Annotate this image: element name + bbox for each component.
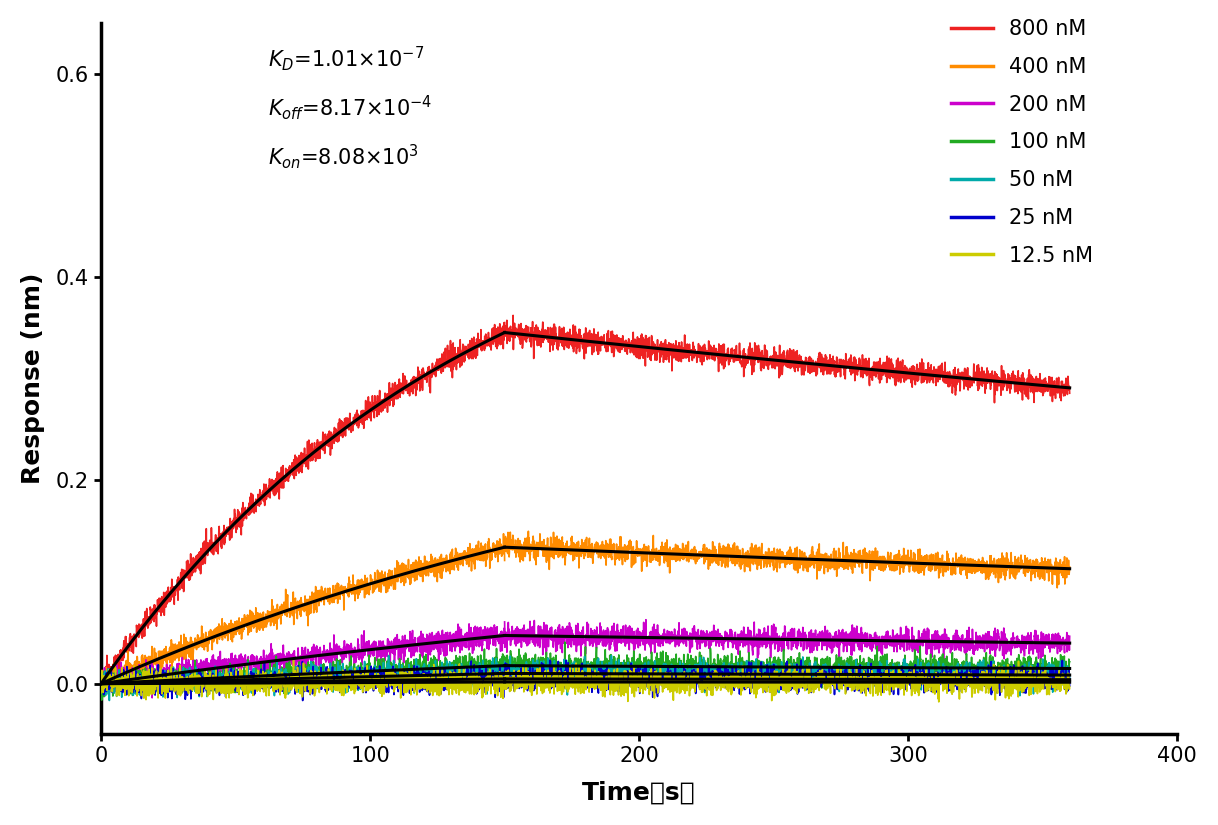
X-axis label: Time（s）: Time（s） [582,780,695,804]
Legend: 800 nM, 400 nM, 200 nM, 100 nM, 50 nM, 25 nM, 12.5 nM: 800 nM, 400 nM, 200 nM, 100 nM, 50 nM, 2… [951,19,1094,266]
Text: $K_D$=1.01×10$^{-7}$
$K_{off}$=8.17×10$^{-4}$
$K_{on}$=8.08×10$^{3}$: $K_D$=1.01×10$^{-7}$ $K_{off}$=8.17×10$^… [268,45,432,171]
Y-axis label: Response (nm): Response (nm) [21,273,45,484]
